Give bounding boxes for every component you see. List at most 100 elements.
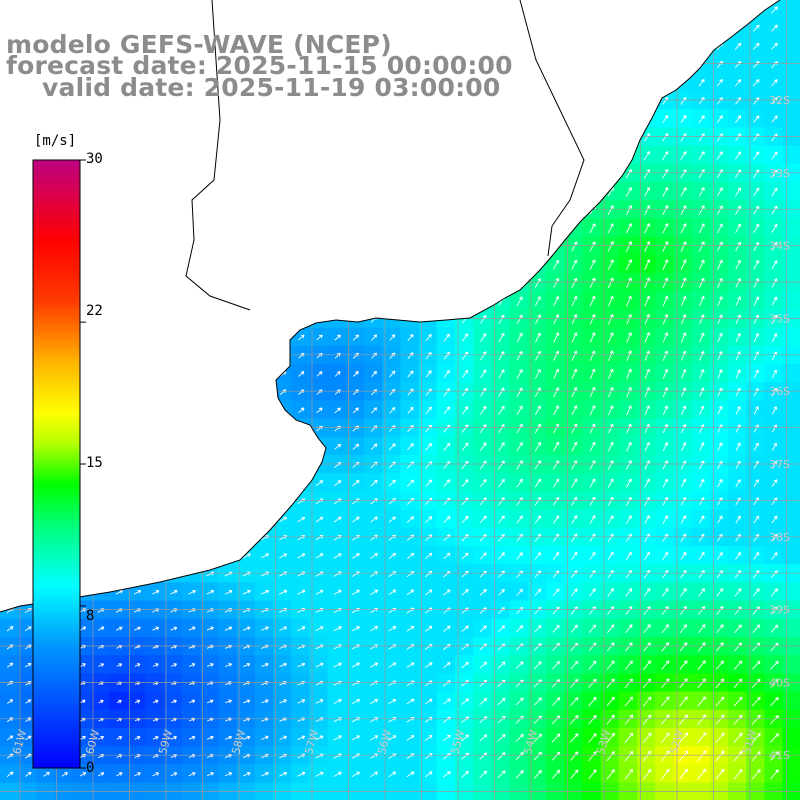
field-cell — [273, 655, 292, 674]
wind-arrow — [643, 624, 651, 634]
field-cell — [764, 200, 784, 219]
wind-arrow — [644, 205, 651, 216]
field-cell — [455, 491, 474, 511]
wind-arrow — [316, 371, 323, 377]
wind-arrow — [389, 388, 396, 396]
lon-label: 60W — [83, 728, 102, 756]
field-cell — [309, 546, 329, 565]
field-cell — [782, 163, 800, 183]
wind-arrow — [752, 660, 761, 670]
wind-arrow — [315, 553, 324, 559]
field-cell — [327, 382, 347, 401]
field-cell — [618, 291, 638, 310]
wind-arrow — [588, 678, 597, 688]
field-cell — [673, 236, 693, 256]
wind-arrow — [480, 369, 487, 379]
wind-arrow — [624, 714, 634, 725]
wind-arrow — [443, 589, 451, 596]
wind-arrow — [388, 735, 397, 741]
field-cell — [673, 291, 693, 310]
wind-arrow — [716, 187, 723, 197]
field-cell — [0, 764, 19, 784]
field-cell — [436, 746, 456, 765]
field-cell — [364, 600, 383, 620]
field-cell — [109, 764, 128, 784]
valid-date: valid date: 2025-11-19 03:00:00 — [42, 73, 501, 102]
field-cell — [182, 673, 201, 693]
field-cell — [364, 364, 383, 383]
field-cell — [746, 109, 765, 128]
colorbar-tick-15: 15 — [86, 455, 103, 471]
field-cell — [764, 582, 784, 602]
wind-arrow — [79, 772, 87, 777]
wind-arrow — [535, 350, 541, 361]
field-cell — [200, 691, 219, 711]
wind-arrow — [388, 479, 396, 487]
wind-arrow — [735, 259, 741, 270]
wind-arrow — [516, 460, 523, 470]
wind-arrow — [516, 552, 523, 560]
field-cell — [218, 600, 238, 620]
wind-arrow — [716, 169, 723, 179]
wind-arrow — [370, 479, 378, 487]
field-cell — [418, 527, 438, 547]
field-cell — [618, 254, 638, 274]
field-cell — [309, 655, 329, 674]
field-cell — [200, 728, 219, 747]
wind-arrow — [370, 626, 378, 632]
wind-arrow — [461, 770, 469, 778]
field-cell — [764, 109, 784, 128]
field-cell — [782, 655, 800, 674]
wind-arrow — [770, 769, 779, 780]
field-cell — [746, 218, 765, 238]
field-cell — [600, 546, 620, 565]
field-cell — [473, 473, 492, 492]
wind-arrow — [697, 624, 706, 634]
wind-arrow — [206, 772, 214, 777]
field-cell — [327, 618, 347, 638]
wind-arrow — [553, 332, 560, 343]
wind-arrow — [242, 626, 251, 631]
wind-arrow — [462, 369, 469, 379]
field-cell — [345, 673, 365, 693]
field-cell — [746, 746, 765, 765]
field-cell — [364, 709, 383, 729]
wind-arrow — [734, 588, 742, 597]
wind-arrow — [716, 115, 723, 123]
field-cell — [509, 345, 529, 365]
field-cell — [327, 728, 347, 747]
field-cell — [618, 582, 638, 602]
wind-arrow — [715, 678, 725, 689]
field-cell — [345, 345, 365, 365]
field-cell — [527, 473, 547, 492]
wind-arrow — [424, 625, 433, 632]
field-cell — [782, 673, 800, 693]
field-cell — [582, 637, 602, 656]
field-cell — [637, 145, 656, 165]
wind-arrow — [534, 387, 541, 398]
wind-arrow — [626, 277, 632, 289]
field-cell — [345, 546, 365, 565]
field-cell — [400, 418, 420, 438]
field-cell — [618, 418, 638, 438]
wind-arrow — [315, 735, 324, 741]
land-area — [0, 0, 780, 612]
field-cell — [782, 36, 800, 56]
wind-arrow — [753, 260, 760, 270]
field-cell — [382, 527, 401, 547]
field-cell — [382, 691, 401, 711]
wind-arrow — [607, 205, 614, 216]
wind-arrow — [461, 698, 470, 705]
wind-arrow — [461, 479, 469, 488]
field-cell — [546, 527, 565, 547]
wind-arrow — [188, 589, 196, 595]
field-cell — [655, 491, 674, 511]
wind-arrow — [443, 625, 451, 632]
field-cell — [673, 637, 693, 656]
wind-arrow — [715, 750, 725, 762]
wind-arrow — [771, 552, 778, 560]
field-cell — [546, 564, 565, 583]
wind-arrow — [770, 624, 779, 633]
field-cell — [582, 673, 602, 693]
wind-arrow — [769, 751, 779, 761]
